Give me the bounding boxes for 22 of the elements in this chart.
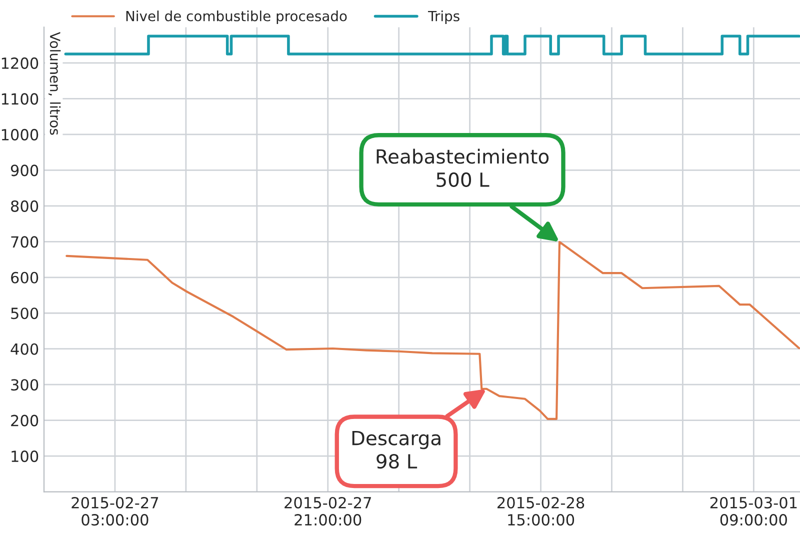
- legend-label: Nivel de combustible procesado: [126, 10, 347, 24]
- legend-label: Trips: [428, 10, 460, 24]
- y-tick-label: 1000: [2, 128, 38, 140]
- y-tick-label: 700: [11, 236, 38, 248]
- y-tick-label: 400: [10, 343, 38, 355]
- x-tick-label: 2015-02-27 03:00:00: [72, 496, 158, 526]
- y-tick-label: 100: [12, 450, 38, 462]
- x-tick-label: 2015-02-27 21:00:00: [284, 496, 371, 526]
- y-axis-title: Volumen, litros: [48, 32, 61, 135]
- y-tick-label: 300: [11, 379, 38, 391]
- y-tick-label: 900: [10, 164, 38, 176]
- x-tick-label: 2015-03-01 09:00:00: [710, 496, 797, 526]
- y-tick-label: 1200: [2, 57, 38, 69]
- y-tick-label: 500: [11, 308, 38, 320]
- y-tick-label: 200: [11, 414, 38, 426]
- y-tick-label: 600: [11, 272, 38, 284]
- y-tick-label: 800: [11, 200, 38, 212]
- line-series: [66, 240, 800, 420]
- annotation: Reabastecimiento 500 L: [376, 148, 549, 188]
- y-tick-label: 1100: [2, 93, 38, 105]
- x-tick-label: 2015-02-28 15:00:00: [498, 496, 584, 526]
- annotation: Descarga 98 L: [352, 430, 440, 469]
